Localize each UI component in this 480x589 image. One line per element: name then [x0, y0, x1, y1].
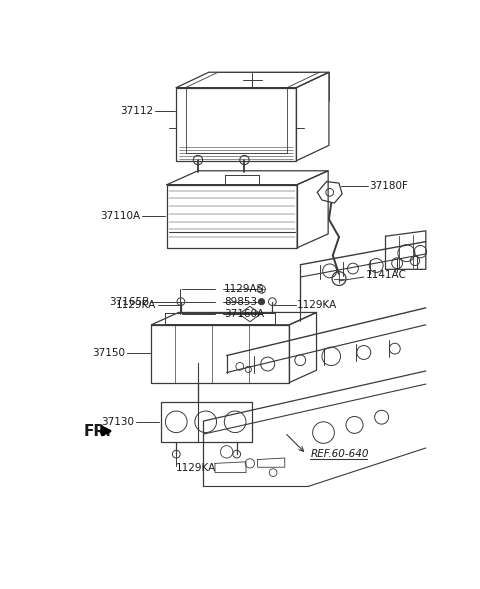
Text: 37110A: 37110A: [100, 211, 141, 221]
Text: 89853: 89853: [224, 297, 257, 307]
Text: 37112: 37112: [120, 105, 153, 115]
Text: 1129KA: 1129KA: [116, 300, 156, 310]
Text: 37165B: 37165B: [109, 297, 150, 307]
Text: 37150: 37150: [92, 348, 125, 358]
Text: 1141AC: 1141AC: [365, 270, 406, 280]
Text: 37130: 37130: [101, 417, 134, 427]
Text: 1129AS: 1129AS: [224, 284, 264, 294]
Text: FR.: FR.: [83, 423, 111, 439]
Text: 37160A: 37160A: [224, 309, 264, 319]
Text: 1129KA: 1129KA: [297, 300, 337, 310]
Text: 1129KA: 1129KA: [176, 463, 216, 473]
Circle shape: [258, 299, 264, 305]
Text: 37180F: 37180F: [369, 181, 408, 191]
Text: REF.60-640: REF.60-640: [311, 449, 369, 459]
